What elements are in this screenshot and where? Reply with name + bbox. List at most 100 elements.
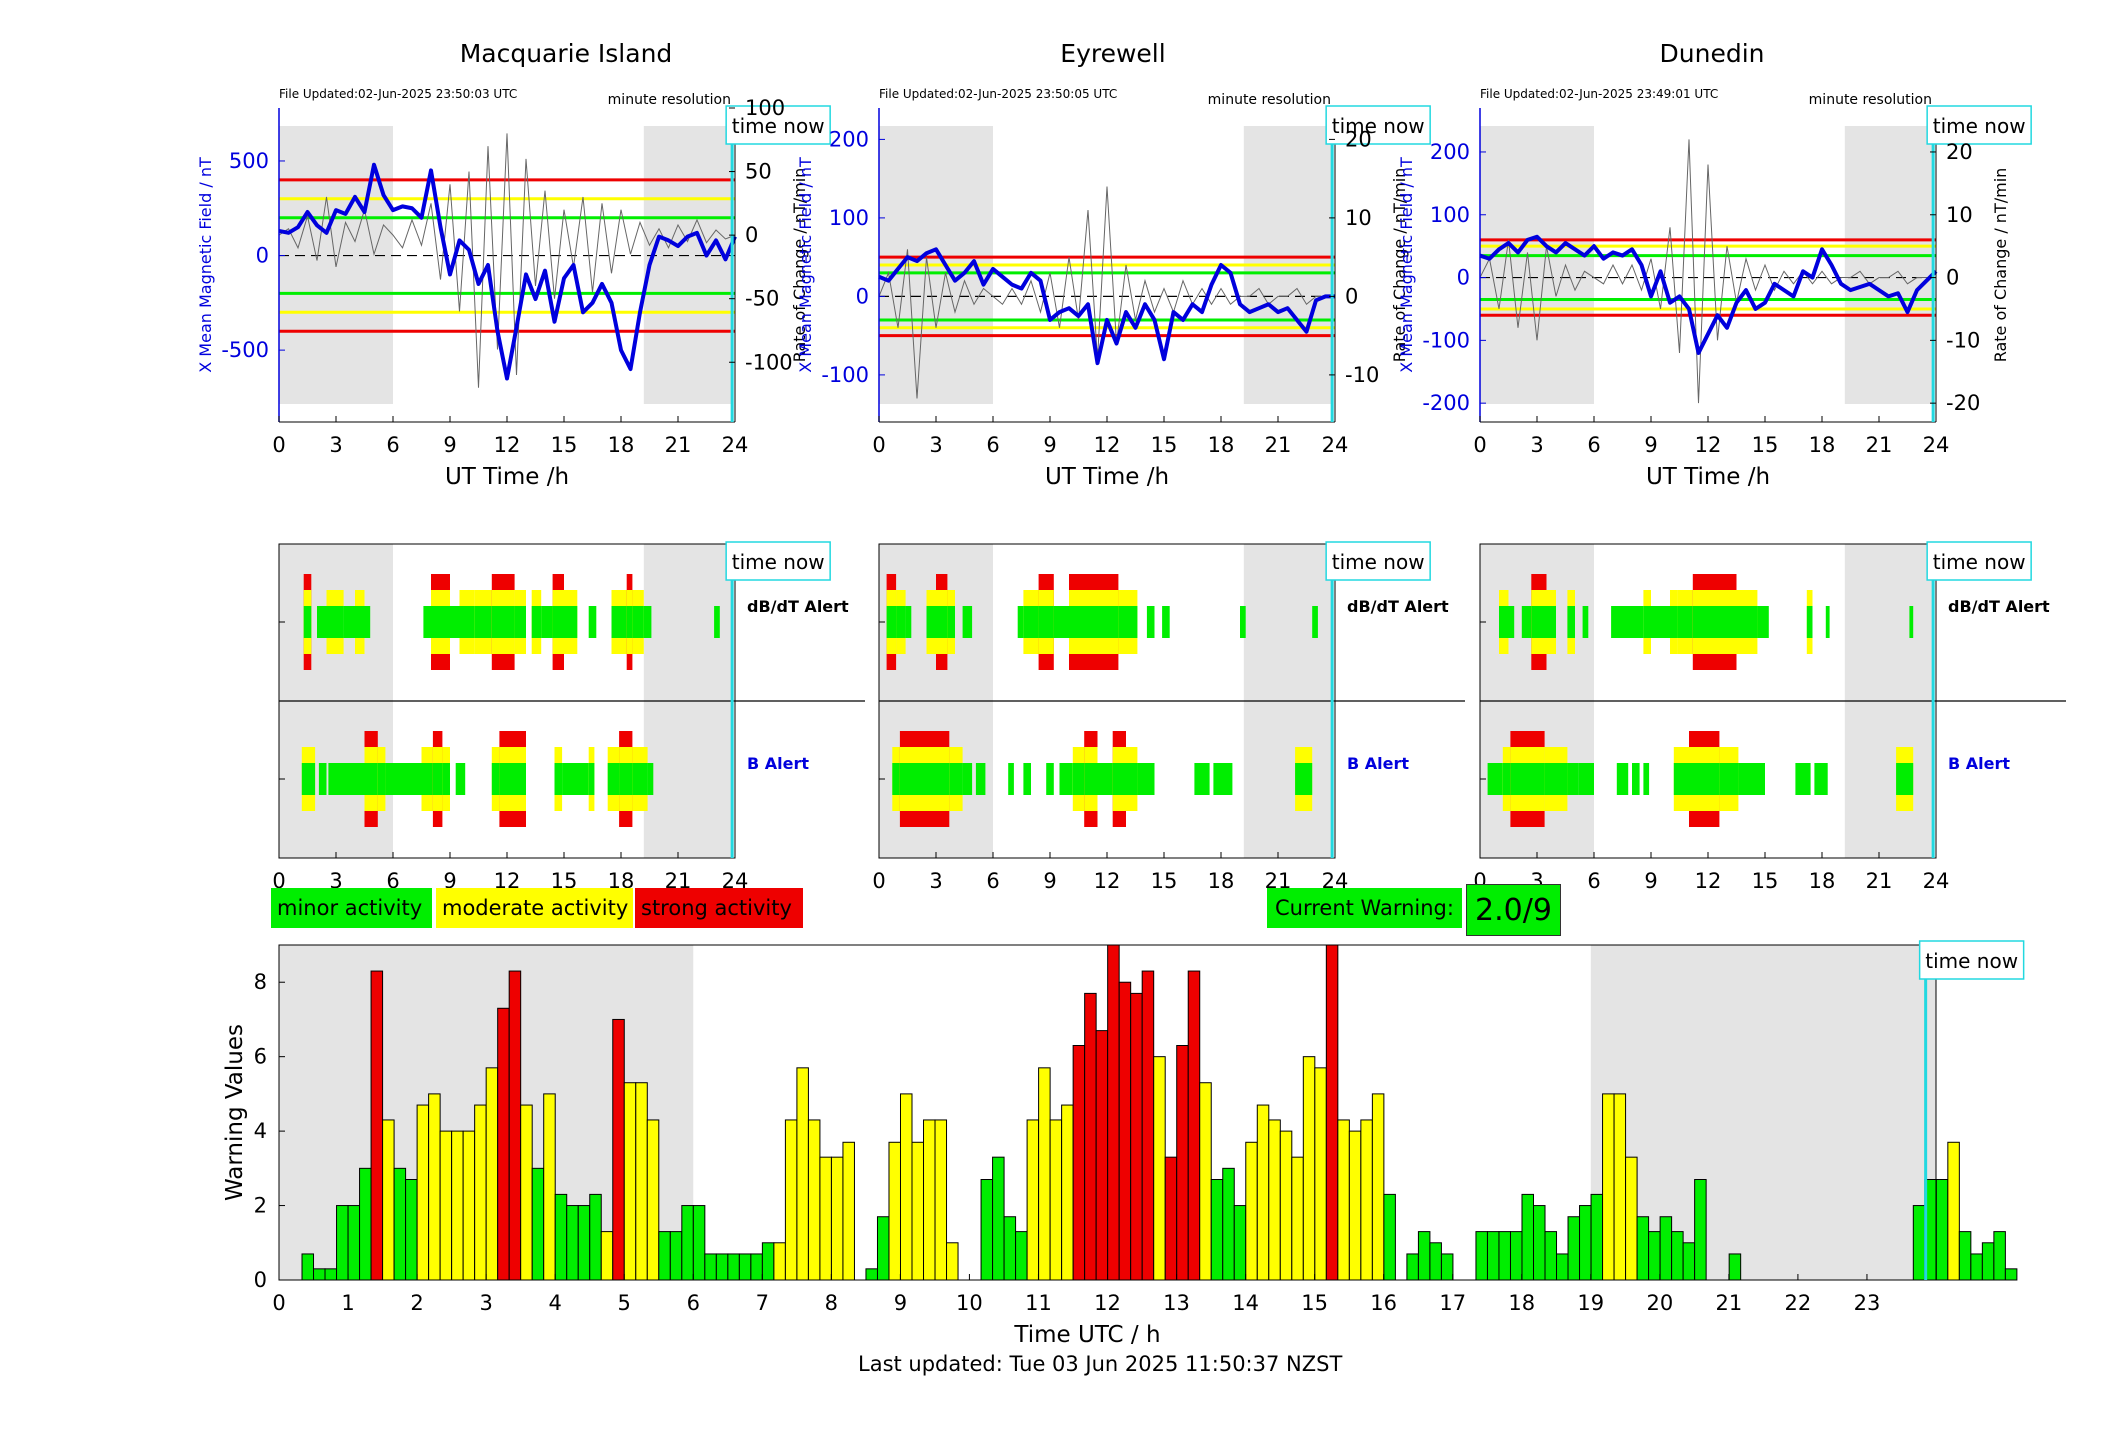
alert-segment-minor <box>541 606 553 638</box>
warning-bar <box>1912 1205 1926 1281</box>
alert-segment-minor <box>1508 606 1515 638</box>
x-tick-label: 21 <box>665 433 692 457</box>
x-tick-label: 6 <box>687 1291 700 1315</box>
alert-segment-minor <box>643 606 652 638</box>
x-tick-label: 4 <box>548 1291 561 1315</box>
warning-bar <box>934 1119 948 1281</box>
warning-bar <box>1141 970 1155 1281</box>
x-tick-label: 18 <box>608 433 635 457</box>
resolution-label: minute resolution <box>1809 92 1932 108</box>
file-updated-label: File Updated:02-Jun-2025 23:50:05 UTC <box>879 87 1117 101</box>
warning-bar <box>1130 992 1143 1281</box>
alert-segment-minor <box>459 606 475 638</box>
x-tick-label: 3 <box>329 869 342 893</box>
warning-bar <box>359 1167 372 1281</box>
alert-segment-minor <box>364 606 371 638</box>
left-axis-label: X Mean Magnetic Field / nT <box>796 157 815 373</box>
alert-segment-minor <box>1611 606 1644 638</box>
x-tick-label: 18 <box>1809 433 1836 457</box>
warning-bar <box>1636 1216 1650 1281</box>
alert-segment-minor <box>336 763 365 795</box>
alert-segment-minor <box>1531 606 1547 638</box>
alert-segment-minor <box>975 763 986 795</box>
alert-segment-minor <box>301 763 316 795</box>
alert-segment-minor <box>1097 763 1113 795</box>
alert-segment-minor <box>385 763 422 795</box>
alert-segment-minor <box>1719 763 1739 795</box>
alert-segment-minor <box>491 763 500 795</box>
time-now-box <box>1325 541 1431 581</box>
left-tick-label: 500 <box>229 149 269 173</box>
x-tick-label: 14 <box>1232 1291 1259 1315</box>
x-tick-label: 0 <box>872 433 885 457</box>
warning-bar <box>1003 1216 1017 1281</box>
alert-segment-minor <box>926 606 936 638</box>
alert-segment-minor <box>1795 763 1811 795</box>
warning-bar <box>1440 1253 1454 1281</box>
warning-bar <box>658 1231 671 1281</box>
rate-of-change-line <box>1479 139 1936 404</box>
left-tick-label: -100 <box>1422 328 1470 352</box>
time-now-label: time now <box>732 114 825 138</box>
x-tick-label: 6 <box>1587 433 1600 457</box>
x-axis-label: UT Time /h <box>1646 464 1770 490</box>
alert-segment-minor <box>632 763 648 795</box>
warning-bar <box>1360 1119 1373 1281</box>
alert-segment-minor <box>1582 606 1589 638</box>
alert-segment-minor <box>1651 606 1670 638</box>
b-alert-label: B Alert <box>1347 754 1409 773</box>
warning-bar <box>1199 1082 1212 1281</box>
alert-segment-minor <box>962 606 973 638</box>
alert-segment-minor <box>607 763 620 795</box>
x-tick-label: 18 <box>1208 869 1235 893</box>
x-axis-label: UT Time /h <box>445 464 569 490</box>
warning-bar <box>888 1141 901 1281</box>
warning-bar <box>416 1104 430 1281</box>
alert-segment-minor <box>1677 606 1693 638</box>
left-axis-label: X Mean Magnetic Field / nT <box>196 157 215 373</box>
warning-bar <box>405 1179 418 1281</box>
warning-bar <box>1958 1231 1972 1281</box>
warning-bar <box>992 1156 1005 1281</box>
alert-segment-minor <box>377 763 386 795</box>
alert-segment-minor <box>962 763 973 795</box>
right-axis-label: Rate of Change / nT/min <box>1390 168 1409 363</box>
x-tick-label: 19 <box>1577 1291 1604 1315</box>
warning-bar <box>1061 1104 1074 1281</box>
warning-bar <box>1486 1231 1500 1281</box>
alert-segment-minor <box>1072 763 1085 795</box>
warning-bar <box>692 1205 706 1281</box>
resolution-label: minute resolution <box>1208 92 1331 108</box>
x-tick-label: 7 <box>756 1291 769 1315</box>
right-tick-label: -10 <box>1946 328 1980 352</box>
night-band <box>1480 126 1594 404</box>
alert-segment-minor <box>1084 763 1098 795</box>
alert-segment-minor <box>1738 763 1765 795</box>
warning-bar <box>1728 1253 1742 1281</box>
alert-segment-minor <box>423 606 431 638</box>
time-now-label: time now <box>732 550 825 574</box>
alert-segment-minor <box>1137 763 1155 795</box>
x-tick-label: 24 <box>1923 433 1950 457</box>
right-tick-label: 0 <box>1345 284 1358 308</box>
warning-bar <box>1026 1119 1040 1281</box>
station-title-macquarie: Macquarie Island <box>460 39 673 68</box>
warning-bar <box>1533 1205 1546 1281</box>
time-now-box <box>725 541 831 581</box>
right-tick-label: -50 <box>745 287 779 311</box>
y-tick-label: 8 <box>254 970 267 994</box>
right-tick-label: 0 <box>1946 266 1959 290</box>
warning-bar <box>1498 1231 1511 1281</box>
alert-segment-minor <box>1023 763 1031 795</box>
warning-bar <box>1210 1179 1224 1281</box>
left-tick-label: 100 <box>1430 203 1470 227</box>
x-tick-label: 0 <box>872 869 885 893</box>
x-tick-label: 3 <box>929 433 942 457</box>
time-now-label: time now <box>1925 949 2018 973</box>
warning-bar <box>508 970 522 1281</box>
x-tick-label: 18 <box>1208 433 1235 457</box>
x-tick-label: 0 <box>272 1291 285 1315</box>
warning-bar <box>1671 1231 1684 1281</box>
x-tick-label: 21 <box>1866 869 1893 893</box>
